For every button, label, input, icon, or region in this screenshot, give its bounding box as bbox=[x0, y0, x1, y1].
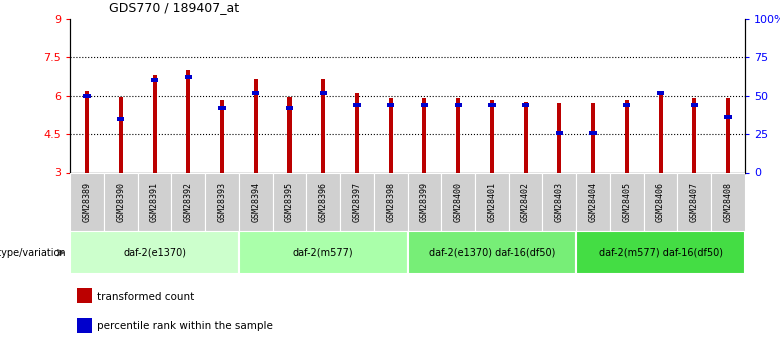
Bar bbox=[693, 98, 697, 172]
Text: GSM28398: GSM28398 bbox=[386, 182, 395, 222]
Bar bbox=[509, 172, 543, 231]
Bar bbox=[273, 172, 307, 231]
Bar bbox=[239, 231, 407, 274]
Text: GDS770 / 189407_at: GDS770 / 189407_at bbox=[109, 1, 239, 14]
Bar bbox=[387, 103, 395, 107]
Bar bbox=[70, 231, 239, 274]
Bar bbox=[153, 75, 157, 172]
Bar bbox=[320, 91, 327, 95]
Text: GSM28396: GSM28396 bbox=[319, 182, 328, 222]
Text: GSM28399: GSM28399 bbox=[420, 182, 429, 222]
Bar bbox=[576, 231, 745, 274]
Text: GSM28408: GSM28408 bbox=[724, 182, 732, 222]
Bar bbox=[186, 70, 190, 172]
Text: GSM28406: GSM28406 bbox=[656, 182, 665, 222]
Bar bbox=[151, 78, 158, 82]
Text: GSM28407: GSM28407 bbox=[690, 182, 699, 222]
Bar bbox=[288, 97, 292, 172]
Bar bbox=[104, 172, 138, 231]
Bar bbox=[725, 115, 732, 119]
Bar bbox=[353, 103, 360, 107]
Bar bbox=[239, 172, 273, 231]
Bar bbox=[456, 98, 460, 172]
Bar bbox=[220, 100, 224, 172]
Bar bbox=[658, 95, 662, 172]
Text: daf-2(e1370) daf-16(df50): daf-2(e1370) daf-16(df50) bbox=[429, 248, 555, 258]
Bar bbox=[726, 98, 730, 172]
Text: GSM28401: GSM28401 bbox=[488, 182, 496, 222]
Bar bbox=[77, 288, 92, 303]
Text: transformed count: transformed count bbox=[98, 292, 194, 302]
Bar bbox=[490, 100, 494, 172]
Bar bbox=[423, 98, 427, 172]
Text: GSM28397: GSM28397 bbox=[353, 182, 361, 222]
Text: GSM28402: GSM28402 bbox=[521, 182, 530, 222]
Text: genotype/variation: genotype/variation bbox=[0, 248, 66, 258]
Text: GSM28395: GSM28395 bbox=[285, 182, 294, 222]
Bar bbox=[543, 172, 576, 231]
Bar bbox=[252, 91, 260, 95]
Bar bbox=[576, 172, 610, 231]
Bar bbox=[625, 100, 629, 172]
Bar bbox=[523, 102, 527, 172]
Bar bbox=[172, 172, 205, 231]
Bar bbox=[690, 103, 698, 107]
Bar bbox=[677, 172, 711, 231]
Bar bbox=[254, 79, 257, 172]
Text: percentile rank within the sample: percentile rank within the sample bbox=[98, 321, 273, 331]
Bar bbox=[623, 103, 630, 107]
Bar bbox=[455, 103, 462, 107]
Bar bbox=[475, 172, 509, 231]
Text: GSM28394: GSM28394 bbox=[251, 182, 261, 222]
Bar bbox=[555, 131, 563, 135]
Bar bbox=[70, 172, 104, 231]
Bar bbox=[374, 172, 407, 231]
Bar bbox=[285, 106, 293, 110]
Text: GSM28389: GSM28389 bbox=[83, 182, 91, 222]
Text: daf-2(m577) daf-16(df50): daf-2(m577) daf-16(df50) bbox=[598, 248, 722, 258]
Bar bbox=[488, 103, 495, 107]
Text: GSM28404: GSM28404 bbox=[589, 182, 597, 222]
Bar bbox=[83, 94, 90, 98]
Bar bbox=[340, 172, 374, 231]
Text: daf-2(e1370): daf-2(e1370) bbox=[123, 248, 186, 258]
Bar bbox=[657, 91, 665, 95]
Bar bbox=[407, 172, 441, 231]
Bar bbox=[407, 231, 576, 274]
Bar bbox=[591, 104, 595, 172]
Bar bbox=[137, 172, 172, 231]
Text: GSM28391: GSM28391 bbox=[150, 182, 159, 222]
Bar bbox=[388, 98, 392, 172]
Bar bbox=[307, 172, 340, 231]
Text: GSM28405: GSM28405 bbox=[622, 182, 631, 222]
Bar bbox=[558, 104, 562, 172]
Bar bbox=[85, 91, 89, 172]
Bar bbox=[77, 318, 92, 333]
Bar bbox=[610, 172, 644, 231]
Text: daf-2(m577): daf-2(m577) bbox=[293, 248, 353, 258]
Bar bbox=[218, 106, 225, 110]
Text: GSM28400: GSM28400 bbox=[454, 182, 463, 222]
Text: GSM28390: GSM28390 bbox=[116, 182, 126, 222]
Bar bbox=[185, 76, 192, 79]
Bar bbox=[205, 172, 239, 231]
Bar bbox=[441, 172, 475, 231]
Bar bbox=[355, 93, 359, 172]
Text: GSM28393: GSM28393 bbox=[218, 182, 226, 222]
Bar bbox=[119, 97, 122, 172]
Bar bbox=[117, 117, 125, 121]
Bar bbox=[420, 103, 428, 107]
Text: GSM28392: GSM28392 bbox=[184, 182, 193, 222]
Bar bbox=[590, 131, 597, 135]
Bar bbox=[711, 172, 745, 231]
Bar bbox=[321, 79, 325, 172]
Text: GSM28403: GSM28403 bbox=[555, 182, 564, 222]
Bar bbox=[522, 103, 530, 107]
Bar bbox=[644, 172, 677, 231]
